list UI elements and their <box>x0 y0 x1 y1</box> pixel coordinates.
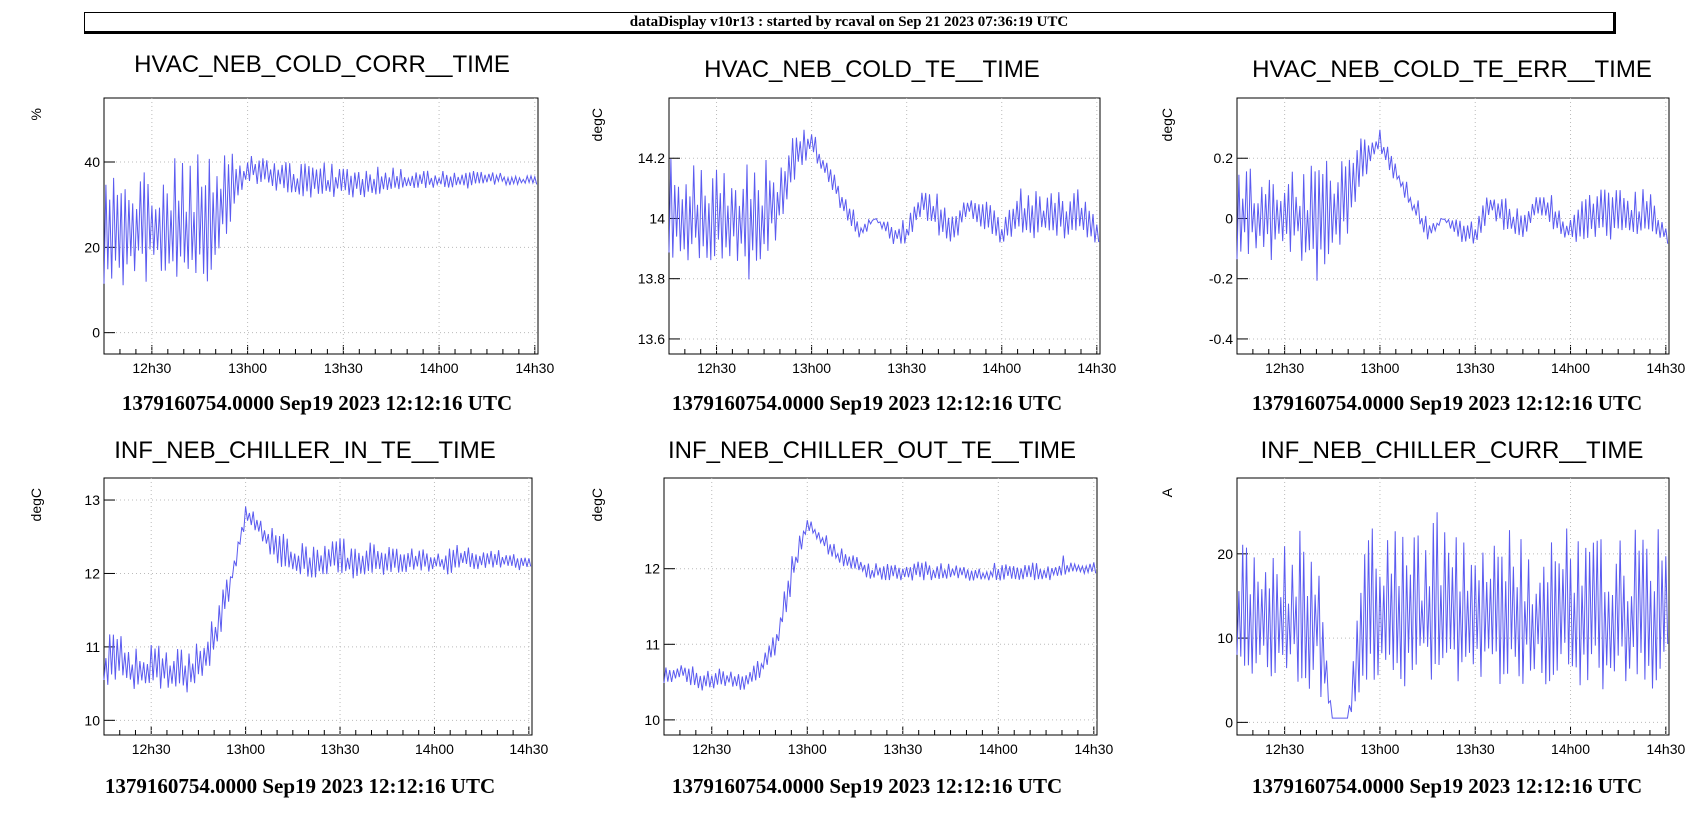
y-tick-label: 40 <box>84 154 100 170</box>
x-tick-label: 12h30 <box>697 360 736 376</box>
x-tick-label: 13h30 <box>324 360 363 376</box>
timestamp-caption: 1379160754.0000 Sep19 2023 12:12:16 UTC <box>672 391 1062 415</box>
y-tick-label: 13.6 <box>638 331 665 347</box>
series-line <box>1236 129 1669 281</box>
y-axis-label: % <box>28 108 44 120</box>
x-tick-label: 12h30 <box>692 741 731 757</box>
y-tick-label: 14.2 <box>638 150 665 166</box>
x-tick-label: 13h30 <box>1456 360 1495 376</box>
chart-title: INF_NEB_CHILLER_OUT_TE__TIME <box>668 437 1076 464</box>
x-tick-label: 14h00 <box>982 360 1021 376</box>
x-tick-label: 13h00 <box>228 360 267 376</box>
chart-title: INF_NEB_CHILLER_CURR__TIME <box>1261 437 1644 464</box>
y-tick-label: 10 <box>84 712 100 728</box>
x-tick-label: 14h00 <box>1551 360 1590 376</box>
chart-1: 12h30 13h00 13h30 14h00 14h30 0 20 40 HVAC_NEB_C… <box>28 51 554 415</box>
chart-4: 12h30 13h00 13h30 14h00 14h30 10 11 12 13 INF_NEB… <box>28 437 549 798</box>
x-tick-label: 12h30 <box>1265 741 1304 757</box>
x-tick-label: 14h30 <box>515 360 554 376</box>
y-tick-label: 12 <box>644 561 660 577</box>
timestamp-caption: 1379160754.0000 Sep19 2023 12:12:16 UTC <box>122 391 512 415</box>
timestamp-caption: 1379160754.0000 Sep19 2023 12:12:16 UTC <box>1252 391 1642 415</box>
x-tick-label: 13h30 <box>887 360 926 376</box>
y-axis-label: degC <box>1159 108 1175 141</box>
y-tick-label: 20 <box>1217 546 1233 562</box>
x-tick-label: 12h30 <box>132 741 171 757</box>
y-tick-label: 12 <box>84 565 100 581</box>
y-axis-label: degC <box>28 488 44 521</box>
chart-6: 12h30 13h00 13h30 14h00 14h30 0 10 20 INF_NEB_CH… <box>1159 437 1685 798</box>
y-tick-label: 0 <box>92 325 100 341</box>
plot-frame <box>103 97 539 355</box>
chart-2: 12h30 13h00 13h30 14h00 14h30 13.6 13.8 14 14.2 H… <box>589 56 1117 415</box>
y-tick-label: 14 <box>649 210 665 226</box>
x-tick-label: 12h30 <box>1265 360 1304 376</box>
x-tick-label: 14h30 <box>1077 360 1116 376</box>
y-tick-label: 11 <box>645 636 660 652</box>
chart-title: HVAC_NEB_COLD_TE__TIME <box>704 56 1040 83</box>
y-tick-label: 20 <box>84 239 100 255</box>
timestamp-caption: 1379160754.0000 Sep19 2023 12:12:16 UTC <box>1252 774 1642 798</box>
x-tick-label: 13h30 <box>883 741 922 757</box>
y-tick-label: -0.4 <box>1209 331 1233 347</box>
chart-title: HVAC_NEB_COLD_TE_ERR__TIME <box>1252 56 1652 83</box>
series-line <box>103 153 538 286</box>
series-line <box>663 520 1097 691</box>
series-line <box>103 506 532 693</box>
x-tick-label: 12h30 <box>132 360 171 376</box>
y-tick-label: 10 <box>1217 630 1233 646</box>
y-tick-label: 13.8 <box>638 271 665 287</box>
x-tick-label: 14h00 <box>415 741 454 757</box>
y-axis-label: degC <box>589 488 605 521</box>
y-axis-label: degC <box>589 108 605 141</box>
series-line <box>1236 512 1669 719</box>
chart-5: 12h30 13h00 13h30 14h00 14h30 10 11 12 INF_NEB_C… <box>589 437 1113 798</box>
y-tick-label: 11 <box>85 639 100 655</box>
x-tick-label: 13h30 <box>321 741 360 757</box>
y-tick-label: -0.2 <box>1209 271 1233 287</box>
chart-title: HVAC_NEB_COLD_CORR__TIME <box>134 51 510 78</box>
x-tick-label: 14h30 <box>1074 741 1113 757</box>
chart-title: INF_NEB_CHILLER_IN_TE__TIME <box>114 437 495 464</box>
y-tick-label: 0 <box>1225 210 1233 226</box>
chart-3: 12h30 13h00 13h30 14h00 14h30 -0.4 -0.2 0 0.2 HVA… <box>1159 56 1685 415</box>
header-banner: dataDisplay v10r13 : started by rcaval o… <box>84 12 1616 34</box>
x-tick-label: 13h00 <box>1360 360 1399 376</box>
x-tick-label: 14h30 <box>1646 360 1685 376</box>
x-tick-label: 14h00 <box>1551 741 1590 757</box>
timestamp-caption: 1379160754.0000 Sep19 2023 12:12:16 UTC <box>105 774 495 798</box>
series-line <box>668 129 1100 280</box>
x-tick-label: 13h30 <box>1456 741 1495 757</box>
y-axis-label: A <box>1159 487 1175 497</box>
x-tick-label: 13h00 <box>792 360 831 376</box>
x-tick-label: 13h00 <box>1360 741 1399 757</box>
x-tick-label: 14h00 <box>420 360 459 376</box>
timestamp-caption: 1379160754.0000 Sep19 2023 12:12:16 UTC <box>672 774 1062 798</box>
y-tick-label: 0.2 <box>1214 150 1234 166</box>
x-tick-label: 13h00 <box>226 741 265 757</box>
y-tick-label: 0 <box>1225 714 1233 730</box>
x-tick-label: 13h00 <box>788 741 827 757</box>
x-tick-label: 14h30 <box>509 741 548 757</box>
plot-frame <box>663 477 1098 736</box>
y-tick-label: 10 <box>644 712 660 728</box>
y-tick-label: 13 <box>84 492 100 508</box>
x-tick-label: 14h30 <box>1646 741 1685 757</box>
plot-frame <box>103 477 533 736</box>
x-tick-label: 14h00 <box>979 741 1018 757</box>
